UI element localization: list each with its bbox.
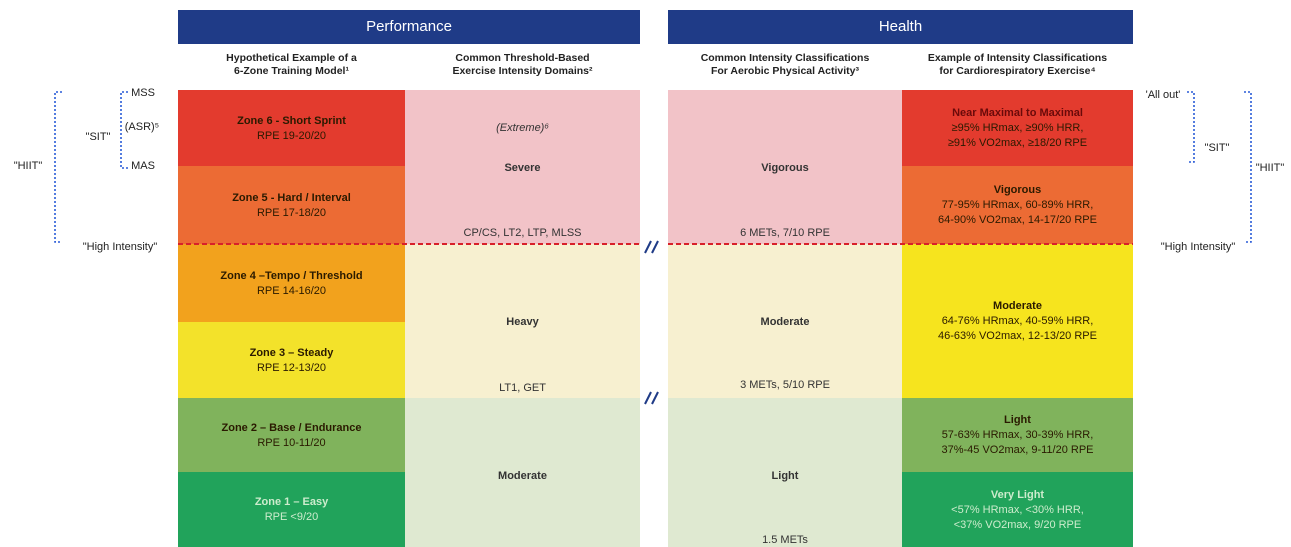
column-title: Common Intensity Classifications [700,52,870,64]
cell: Heavy LT1, GET [405,244,640,398]
annotation: 'All out' [1145,89,1181,101]
cell-text: 77-95% HRmax, 60-89% HRR, [941,199,1094,211]
annotation: MSS [131,87,155,99]
cell-text: 64-90% VO2max, 14-17/20 RPE [938,214,1097,226]
cell-text: Zone 3 – Steady [249,346,334,359]
break-mark [644,240,659,405]
cell-text: Heavy [506,316,539,328]
annotation: (ASR)⁵ [124,121,160,133]
cell-text: Zone 2 – Base / Endurance [221,421,362,434]
cell: Moderate 64-76% HRmax, 40-59% HRR, 46-63% … [902,244,1133,398]
cell: Moderate 3 METs, 5/10 RPE [668,244,902,398]
cell-text: CP/CS, LT2, LTP, MLSS [463,227,582,239]
cell-text: Severe [504,162,541,174]
cell: Zone 3 – Steady RPE 12-13/20 [178,322,405,398]
cell-text: RPE <9/20 [264,511,319,523]
cell: Moderate [405,398,640,547]
cell-text: Zone 5 - Hard / Interval [232,191,351,204]
cell-text: Moderate [498,470,547,482]
column-title: Common Threshold-Based [455,52,590,64]
cell: Very Light <57% HRmax, <30% HRR, <37% VO2m… [902,472,1133,547]
cell-text: Moderate [993,300,1042,312]
cell-text: Vigorous [761,162,809,174]
annotation: MAS [131,160,155,172]
cell-text: (Extreme)⁶ [496,122,549,134]
cell: Vigorous 6 METs, 7/10 RPE [668,90,902,244]
cell: Zone 4 –Tempo / Threshold RPE 14-16/20 [178,244,405,322]
annotation: "HIIT" [1255,162,1285,174]
cell-text: Light [771,470,799,482]
cell-text: Moderate [760,316,810,328]
cell-text: RPE 14-16/20 [256,284,327,297]
cell-text: RPE 10-11/20 [257,436,326,449]
cell-text: RPE 17-18/20 [256,206,327,219]
cell: Zone 5 - Hard / Interval RPE 17-18/20 [178,166,405,244]
cell-text: Very Light [990,488,1045,501]
column-title: 6-Zone Training Model¹ [234,65,349,77]
cell-text: <37% VO2max, 9/20 RPE [953,518,1082,531]
annotation: "High Intensity" [82,241,158,253]
cell-text: Zone 1 – Easy [254,496,329,508]
hiit-bracket-right [1244,91,1252,243]
cell-text: 37%-45 VO2max, 9-11/20 RPE [941,444,1094,456]
cell: (Extreme)⁶ Severe CP/CS, LT2, LTP, MLSS [405,90,640,244]
cell: Vigorous 77-95% HRmax, 60-89% HRR, 64-90% … [902,166,1133,244]
annotation: "SIT" [1204,142,1230,154]
cell-text: Near Maximal to Maximal [952,107,1083,119]
cell-text: Zone 6 - Short Sprint [237,114,346,127]
column-title: Exercise Intensity Domains² [452,65,593,77]
cell-text: 1.5 METs [762,534,808,546]
health-header: Health [668,10,1133,44]
column-title: Example of Intensity Classifications [927,52,1108,64]
cell: Near Maximal to Maximal ≥95% HRmax, ≥90% … [902,90,1133,166]
annotation: "SIT" [85,131,111,143]
column-title: for Cardiorespiratory Exercise⁴ [939,65,1096,77]
cell-text: ≥95% HRmax, ≥90% HRR, [951,122,1084,134]
cell-text: <57% HRmax, <30% HRR, [951,503,1084,516]
cell-text: 46-63% VO2max, 12-13/20 RPE [938,330,1097,342]
cell-text: 6 METs, 7/10 RPE [740,227,830,239]
cell-text: LT1, GET [499,382,546,394]
cell-text: Vigorous [993,184,1042,196]
cell-text: RPE 12-13/20 [256,361,327,374]
cell: Zone 1 – Easy RPE <9/20 [178,472,405,547]
cell-text: Zone 4 –Tempo / Threshold [220,269,363,282]
cell-text: 3 METs, 5/10 RPE [740,379,830,391]
annotation: "High Intensity" [1160,241,1236,253]
sit-bracket-right [1187,91,1195,163]
column-title: For Aerobic Physical Activity³ [710,65,859,77]
cell: Light 57-63% HRmax, 30-39% HRR, 37%-45 VO2… [902,398,1133,472]
annotation: "HIIT" [13,160,43,172]
cell-text: ≥91% VO2max, ≥18/20 RPE [947,137,1088,149]
cell-text: RPE 19-20/20 [256,129,327,142]
cell: Zone 2 – Base / Endurance RPE 10-11/20 [178,398,405,472]
cell-text: Light [1004,414,1031,426]
cell-text: 64-76% HRmax, 40-59% HRR, [941,315,1094,327]
column-title: Hypothetical Example of a [226,52,357,64]
sit-bracket-left [120,91,128,169]
cell-text: 57-63% HRmax, 30-39% HRR, [941,429,1094,441]
performance-header: Performance [178,10,640,44]
hiit-bracket-left [54,91,62,243]
cell: Light 1.5 METs [668,398,902,547]
cell: Zone 6 - Short Sprint RPE 19-20/20 [178,90,405,166]
